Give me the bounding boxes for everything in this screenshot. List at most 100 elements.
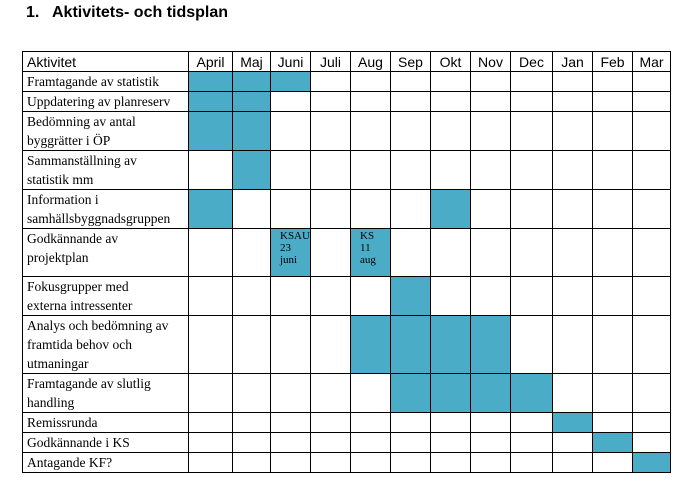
activity-label-line: Godkännande i KS <box>27 435 130 450</box>
activity-label-line: Framtagande av slutlig <box>27 376 151 391</box>
timeline-cell-dec <box>510 91 553 112</box>
timeline-bar <box>471 316 510 373</box>
activity-label: Bedömning av antal byggrätter i ÖP <box>22 111 189 151</box>
activity-label-line: utmaningar <box>27 356 89 371</box>
timeline-cell-aug <box>350 111 391 151</box>
timeline-cell-feb <box>592 150 633 190</box>
timeline-bar <box>593 433 632 452</box>
timeline-cell-maj <box>232 189 271 229</box>
timeline-cell-jan <box>552 111 593 151</box>
timeline-cell-jan <box>552 315 593 374</box>
timeline-bar <box>233 72 270 91</box>
timeline-cell-mar <box>632 452 671 473</box>
timeline-cell-juni <box>270 71 311 92</box>
timeline-cell-jan <box>552 91 593 112</box>
table-row: Godkännande i KS <box>22 432 671 453</box>
month-header-sep: Sep <box>390 51 431 72</box>
timeline-cell-maj <box>232 228 271 277</box>
timeline-cell-okt <box>430 276 471 316</box>
timeline-cell-aug <box>350 189 391 229</box>
timeline-cell-juli <box>310 373 351 413</box>
timeline-cell-sep <box>390 150 431 190</box>
timeline-bar <box>351 316 390 373</box>
activity-label-line: byggrätter i ÖP <box>27 133 111 148</box>
timeline-bar <box>471 374 510 412</box>
timeline-bar <box>431 374 470 412</box>
timeline-cell-okt <box>430 373 471 413</box>
timeline-cell-maj <box>232 91 271 112</box>
timeline-cell-maj <box>232 452 271 473</box>
activity-label-line: samhällsbyggnadsgruppen <box>27 211 171 226</box>
timeline-cell-jan <box>552 189 593 229</box>
timeline-cell-dec <box>510 276 553 316</box>
timeline-bar <box>351 229 390 276</box>
timeline-cell-aug <box>350 91 391 112</box>
timeline-cell-aug <box>350 412 391 433</box>
month-header-aug: Aug <box>350 51 391 72</box>
timeline-cell-jan <box>552 373 593 413</box>
timeline-cell-nov <box>470 452 511 473</box>
activity-label-line: Godkännande av <box>27 231 119 246</box>
timeline-cell-april <box>188 150 233 190</box>
timeline-cell-mar <box>632 91 671 112</box>
activity-label-line: framtida behov och <box>27 337 132 352</box>
activity-label: Fokusgrupper med externa intressenter <box>22 276 189 316</box>
month-header-okt: Okt <box>430 51 471 72</box>
activity-label: Remissrunda <box>22 412 189 433</box>
timeline-cell-feb <box>592 91 633 112</box>
table-row: Framtagande av statistik <box>22 71 671 92</box>
timeline-cell-sep <box>390 71 431 92</box>
timeline-cell-feb <box>592 412 633 433</box>
timeline-cell-mar <box>632 373 671 413</box>
activity-label-line: Fokusgrupper med <box>27 279 129 294</box>
timeline-cell-mar <box>632 228 671 277</box>
timeline-cell-april <box>188 452 233 473</box>
timeline-cell-okt <box>430 315 471 374</box>
timeline-cell-dec <box>510 150 553 190</box>
timeline-cell-juni <box>270 276 311 316</box>
timeline-cell-nov <box>470 228 511 277</box>
timeline-cell-sep <box>390 373 431 413</box>
timeline-cell-juli <box>310 432 351 453</box>
timeline-cell-april <box>188 71 233 92</box>
timeline-cell-april <box>188 91 233 112</box>
timeline-cell-dec <box>510 71 553 92</box>
timeline-cell-nov <box>470 276 511 316</box>
timeline-bar <box>271 229 310 276</box>
timeline-cell-dec <box>510 228 553 277</box>
activity-label-line: Sammanställning av <box>27 153 137 168</box>
timeline-cell-mar <box>632 150 671 190</box>
timeline-cell-maj <box>232 432 271 453</box>
timeline-cell-okt <box>430 150 471 190</box>
timeline-cell-sep <box>390 276 431 316</box>
timeline-cell-mar <box>632 432 671 453</box>
table-row: Antagande KF? <box>22 452 671 473</box>
timeline-cell-juli <box>310 452 351 473</box>
timeline-cell-juni <box>270 452 311 473</box>
table-row: Sammanställning av statistik mm <box>22 150 671 190</box>
timeline-cell-april <box>188 412 233 433</box>
activity-column-header: Aktivitet <box>22 51 189 72</box>
timeline-cell-nov <box>470 412 511 433</box>
timeline-cell-nov <box>470 71 511 92</box>
timeline-bar <box>511 374 552 412</box>
timeline-cell-nov <box>470 373 511 413</box>
timeline-cell-sep <box>390 412 431 433</box>
timeline-cell-april <box>188 189 233 229</box>
timeline-cell-nov <box>470 315 511 374</box>
month-header-jan: Jan <box>552 51 593 72</box>
timeline-cell-jan <box>552 71 593 92</box>
table-row: Remissrunda <box>22 412 671 433</box>
timeline-cell-juni <box>270 91 311 112</box>
timeline-cell-jan <box>552 150 593 190</box>
timeline-cell-april <box>188 276 233 316</box>
timeline-cell-juni <box>270 111 311 151</box>
timeline-cell-okt <box>430 91 471 112</box>
timeline-cell-sep <box>390 189 431 229</box>
timeline-cell-dec <box>510 452 553 473</box>
month-header-maj: Maj <box>232 51 271 72</box>
milestone-note: KSAU 23 juni <box>280 230 310 266</box>
table-row: Analys och bedömning av framtida behov oc… <box>22 315 671 374</box>
month-header-juni: Juni <box>270 51 311 72</box>
timeline-cell-okt <box>430 189 471 229</box>
